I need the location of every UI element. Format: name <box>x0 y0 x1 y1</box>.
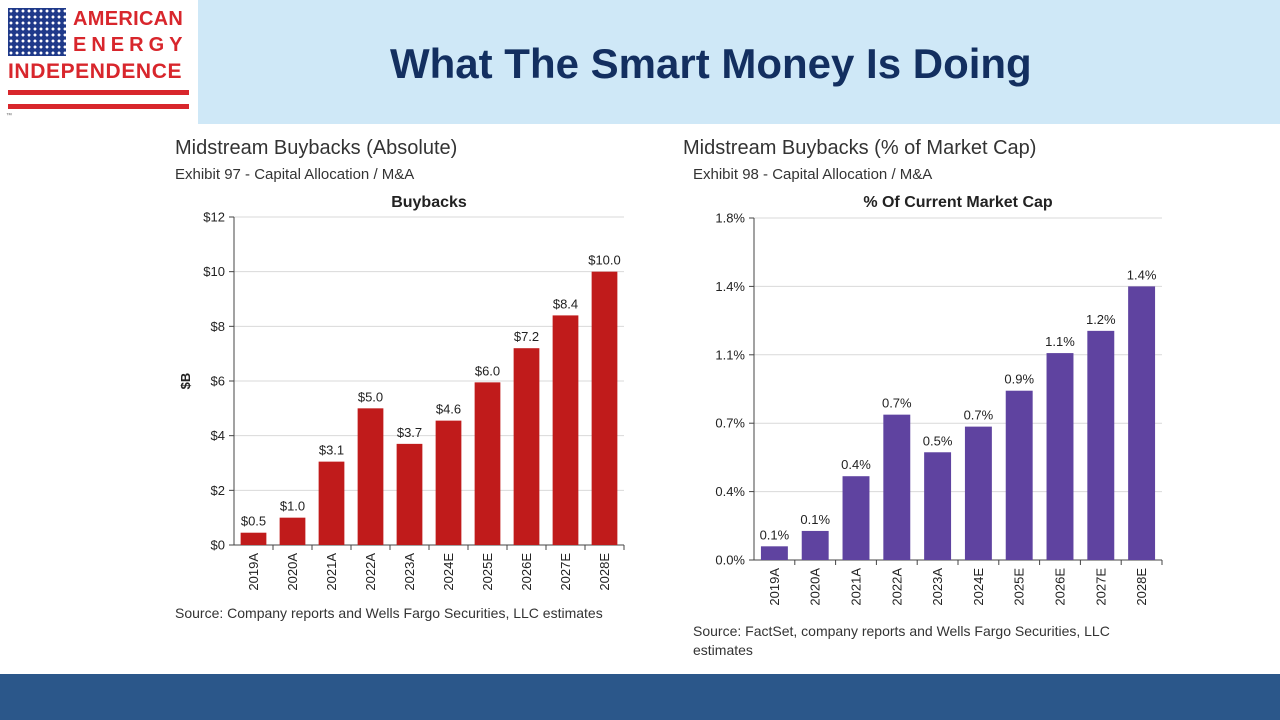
chart-title: Buybacks <box>391 194 467 211</box>
bar <box>474 382 501 545</box>
data-label: 0.7% <box>882 396 912 411</box>
bar <box>1046 353 1074 560</box>
logo-trademark: ™ <box>6 113 12 119</box>
x-tick-label: 2022A <box>889 568 904 606</box>
data-label: 1.2% <box>1086 312 1116 327</box>
y-tick-label: 1.4% <box>715 279 745 294</box>
bar <box>240 532 267 545</box>
y-axis-label: $B <box>178 373 193 390</box>
bar <box>1087 330 1115 560</box>
data-label: 0.7% <box>964 408 994 423</box>
bar <box>1005 390 1033 560</box>
bar <box>801 530 829 560</box>
bar <box>318 461 345 545</box>
x-tick-label: 2023A <box>402 553 417 591</box>
data-label: 0.4% <box>841 457 871 472</box>
bar <box>435 420 462 545</box>
data-label: $4.6 <box>436 402 461 417</box>
data-label: 1.1% <box>1045 334 1075 349</box>
logo-stripe <box>8 90 189 95</box>
chart-title: % Of Current Market Cap <box>863 194 1053 211</box>
bar <box>396 443 423 545</box>
bar <box>924 452 952 560</box>
data-label: $7.2 <box>514 329 539 344</box>
data-label: 1.4% <box>1127 267 1157 282</box>
data-label: $0.5 <box>241 514 266 529</box>
logo: AMERICAN ENERGY INDEPENDENCE ™ <box>0 0 198 124</box>
y-tick-label: $4 <box>211 428 225 443</box>
data-label: $3.1 <box>319 443 344 458</box>
x-tick-label: 2020A <box>808 568 823 606</box>
bar <box>1128 286 1156 560</box>
x-tick-label: 2024E <box>971 568 986 606</box>
header-band <box>0 0 1280 124</box>
x-tick-label: 2027E <box>1093 568 1108 606</box>
bar <box>760 546 788 560</box>
bar <box>357 408 384 545</box>
x-tick-label: 2023A <box>930 568 945 606</box>
x-tick-label: 2021A <box>849 568 864 606</box>
y-tick-label: $0 <box>211 538 225 553</box>
data-label: $8.4 <box>553 296 578 311</box>
y-tick-label: 1.8% <box>715 211 745 226</box>
x-tick-label: 2020A <box>285 553 300 591</box>
data-label: 0.1% <box>800 512 830 527</box>
bar <box>591 271 618 545</box>
left-chart-source: Source: Company reports and Wells Fargo … <box>175 605 603 621</box>
right-chart-heading: Midstream Buybacks (% of Market Cap) <box>683 137 1037 159</box>
x-tick-label: 2025E <box>480 553 495 591</box>
y-tick-label: 1.1% <box>715 347 745 362</box>
left-chart-heading: Midstream Buybacks (Absolute) <box>175 137 458 159</box>
bar <box>964 426 992 560</box>
bar <box>883 414 911 560</box>
y-tick-label: $10 <box>203 264 225 279</box>
flag-icon <box>8 8 66 56</box>
logo-stripe <box>8 104 189 109</box>
y-tick-label: $6 <box>211 374 225 389</box>
data-label: $5.0 <box>358 389 383 404</box>
x-tick-label: 2026E <box>519 553 534 591</box>
data-label: $3.7 <box>397 425 422 440</box>
logo-text-line-2: ENERGY <box>73 34 188 56</box>
y-tick-label: $2 <box>211 483 225 498</box>
footer-band <box>0 674 1280 720</box>
x-tick-label: 2028E <box>597 553 612 591</box>
data-label: $10.0 <box>588 253 621 268</box>
y-tick-label: 0.7% <box>715 416 745 431</box>
data-label: 0.5% <box>923 433 953 448</box>
x-tick-label: 2028E <box>1134 568 1149 606</box>
y-tick-label: $8 <box>211 319 225 334</box>
y-tick-label: 0.4% <box>715 484 745 499</box>
x-tick-label: 2022A <box>363 553 378 591</box>
x-tick-label: 2027E <box>558 553 573 591</box>
bar <box>552 315 579 545</box>
x-tick-label: 2024E <box>441 553 456 591</box>
logo-text-line-3: INDEPENDENCE <box>8 60 183 83</box>
right-chart-source: Source: FactSet, company reports and Wel… <box>693 623 1110 658</box>
x-tick-label: 2019A <box>246 553 261 591</box>
y-tick-label: $12 <box>203 210 225 225</box>
data-label: 0.1% <box>760 527 790 542</box>
x-tick-label: 2025E <box>1012 568 1027 606</box>
page-title: What The Smart Money Is Doing <box>390 40 1032 87</box>
logo-text-line-1: AMERICAN <box>73 8 184 30</box>
x-tick-label: 2021A <box>324 553 339 591</box>
bar <box>513 348 540 545</box>
y-tick-label: 0.0% <box>715 553 745 568</box>
bar <box>279 517 306 545</box>
data-label: $6.0 <box>475 363 500 378</box>
right-chart-exhibit: Exhibit 98 - Capital Allocation / M&A <box>693 166 933 183</box>
data-label: $1.0 <box>280 499 305 514</box>
bar <box>842 476 870 560</box>
left-chart-exhibit: Exhibit 97 - Capital Allocation / M&A <box>175 166 415 183</box>
data-label: 0.9% <box>1004 372 1034 387</box>
x-tick-label: 2019A <box>767 568 782 606</box>
x-tick-label: 2026E <box>1053 568 1068 606</box>
